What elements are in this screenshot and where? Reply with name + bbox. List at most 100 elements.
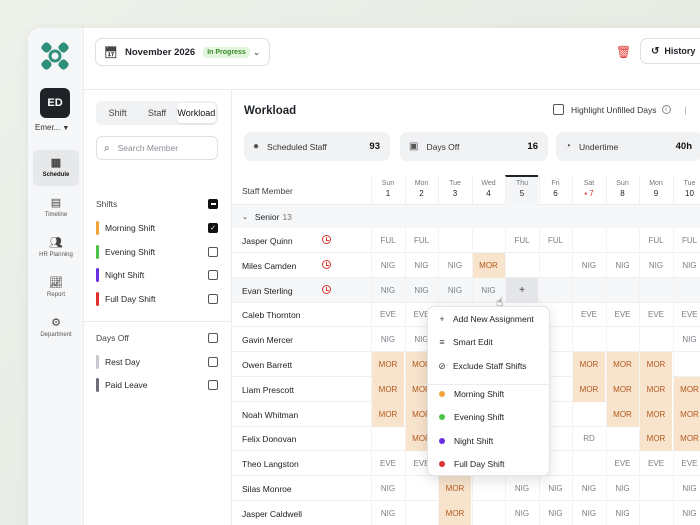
shift-cell[interactable]: NIG: [639, 252, 672, 278]
shift-cell[interactable]: [471, 228, 505, 253]
shift-cell[interactable]: MOR: [605, 376, 639, 402]
shift-cell[interactable]: EVE: [404, 302, 438, 328]
shift-cell[interactable]: MOR: [639, 401, 672, 427]
shift-cell[interactable]: NIG: [438, 277, 471, 303]
paid-leave-checkbox[interactable]: [208, 380, 218, 390]
shift-cell[interactable]: MOR: [672, 426, 700, 452]
shift-cell[interactable]: [572, 327, 605, 353]
shift-cell[interactable]: MOR: [438, 500, 471, 525]
shift-cell[interactable]: EVE: [605, 451, 639, 477]
shift-cell[interactable]: FUL: [639, 228, 672, 253]
overtime-alert-icon[interactable]: [322, 259, 331, 269]
shift-cell[interactable]: MOR: [438, 476, 471, 501]
nav-item-hr-planning[interactable]: 👥︎ HR Planning: [33, 230, 79, 266]
shift-cell[interactable]: [605, 228, 639, 253]
shift-cell[interactable]: EVE: [404, 451, 438, 477]
nav-item-report[interactable]: 📈︎ Report: [33, 270, 79, 306]
days-off-select-all-checkbox[interactable]: [208, 333, 218, 343]
shift-cell[interactable]: MOR: [572, 352, 605, 377]
shift-cell[interactable]: MOR: [371, 376, 404, 402]
filter-paid-leave[interactable]: Paid Leave: [96, 377, 218, 393]
shift-cell[interactable]: NIG: [371, 327, 404, 353]
org-avatar[interactable]: ED: [40, 88, 70, 118]
table-row[interactable]: Jasper Caldwell NIG MOR NIG NIG NIG NIG NIG: [232, 500, 700, 525]
day-header[interactable]: Tue 10: [672, 175, 700, 205]
shift-cell[interactable]: [471, 500, 505, 525]
shift-cell[interactable]: MOR: [471, 252, 505, 278]
shift-cell[interactable]: [471, 476, 505, 501]
morning-shift-checkbox[interactable]: ✓: [208, 223, 218, 233]
filter-full-day-shift[interactable]: Full Day Shift: [96, 291, 218, 307]
shift-cell[interactable]: NIG: [572, 476, 605, 501]
day-header[interactable]: Mon 9: [639, 175, 672, 205]
shift-cell[interactable]: NIG: [672, 476, 700, 501]
day-header[interactable]: Tue 3: [438, 175, 471, 205]
shift-cell[interactable]: [672, 352, 700, 377]
shift-cell[interactable]: NIG: [672, 500, 700, 525]
month-selector[interactable]: 📅︎ November 2026 In Progress ⌄: [95, 38, 270, 66]
filter-evening-shift[interactable]: Evening Shift: [96, 244, 218, 260]
shift-cell[interactable]: NIG: [605, 252, 639, 278]
shift-cell[interactable]: FUL: [404, 228, 438, 253]
shift-cell[interactable]: MOR: [572, 376, 605, 402]
highlight-unfilled-toggle[interactable]: Highlight Unfilled Days i |: [553, 104, 687, 115]
day-header[interactable]: Sun 1: [371, 175, 404, 205]
shift-cell[interactable]: MOR: [639, 376, 672, 402]
shift-cell[interactable]: [672, 277, 700, 303]
shift-cell[interactable]: NIG: [371, 500, 404, 525]
shift-cell[interactable]: FUL: [538, 228, 572, 253]
shift-cell[interactable]: EVE: [605, 302, 639, 328]
night-shift-checkbox[interactable]: [208, 270, 218, 280]
shift-cell[interactable]: EVE: [371, 451, 404, 477]
shift-cell[interactable]: FUL: [672, 228, 700, 253]
shift-cell[interactable]: NIG: [371, 277, 404, 303]
shift-cell[interactable]: [572, 277, 605, 303]
nav-item-schedule[interactable]: ▦ Schedule: [33, 150, 79, 186]
search-input[interactable]: ⌕ Search Member: [96, 136, 218, 160]
day-header[interactable]: Thu 5: [505, 175, 538, 205]
org-switcher[interactable]: Emer... ▼: [35, 123, 81, 132]
day-header[interactable]: Sun 8: [605, 175, 639, 205]
shift-cell[interactable]: [605, 327, 639, 353]
shift-cell[interactable]: MOR: [639, 352, 672, 377]
history-button[interactable]: ↺ History: [640, 38, 700, 64]
overtime-alert-icon[interactable]: [322, 235, 331, 244]
shift-cell[interactable]: NIG: [505, 476, 538, 501]
highlight-unfilled-checkbox[interactable]: [553, 104, 564, 115]
info-icon[interactable]: i: [661, 105, 671, 114]
day-header[interactable]: Sat 7: [572, 175, 605, 205]
overtime-alert-icon[interactable]: [322, 284, 331, 294]
shift-cell[interactable]: EVE: [572, 302, 605, 328]
shift-cell[interactable]: FUL: [371, 228, 404, 253]
shift-cell[interactable]: NIG: [438, 252, 471, 278]
shift-cell[interactable]: NIG: [538, 476, 572, 501]
app-logo[interactable]: [41, 42, 69, 70]
shift-cell[interactable]: [639, 277, 672, 303]
add-shift-cell[interactable]: +: [505, 277, 538, 303]
shift-cell[interactable]: [572, 401, 605, 427]
shift-cell[interactable]: [605, 277, 639, 303]
shift-cell[interactable]: NIG: [371, 476, 404, 501]
day-header[interactable]: Fri 6: [538, 175, 572, 205]
shift-cell[interactable]: NIG: [404, 252, 438, 278]
shift-cell[interactable]: [371, 426, 404, 452]
tab-shift[interactable]: Shift: [108, 108, 127, 118]
shift-cell[interactable]: MOR: [605, 401, 639, 427]
menu-item-full-day-shift[interactable]: Full Day Shift: [428, 453, 549, 475]
shift-cell[interactable]: FUL: [505, 228, 538, 253]
day-header[interactable]: Wed 4: [471, 175, 505, 205]
shift-cell[interactable]: EVE: [672, 451, 700, 477]
shift-cell[interactable]: RD: [572, 426, 605, 452]
shift-cell[interactable]: EVE: [639, 451, 672, 477]
shift-cell[interactable]: NIG: [572, 500, 605, 525]
shift-cell[interactable]: NIG: [471, 277, 505, 303]
menu-item-smart-edit[interactable]: ≡ Smart Edit: [428, 331, 549, 353]
shift-cell[interactable]: [639, 327, 672, 353]
table-row[interactable]: Evan Sterling NIG NIG NIG NIG +: [232, 277, 700, 303]
shift-cell[interactable]: MOR: [672, 376, 700, 402]
shift-cell[interactable]: NIG: [572, 252, 605, 278]
table-row[interactable]: Miles Camden NIG NIG NIG MOR NIG NIG NIG NIG: [232, 252, 700, 278]
shifts-select-all-checkbox[interactable]: [208, 199, 218, 209]
shift-cell[interactable]: NIG: [404, 277, 438, 303]
menu-item-add-new-assignment[interactable]: + Add New Assignment: [428, 308, 549, 330]
